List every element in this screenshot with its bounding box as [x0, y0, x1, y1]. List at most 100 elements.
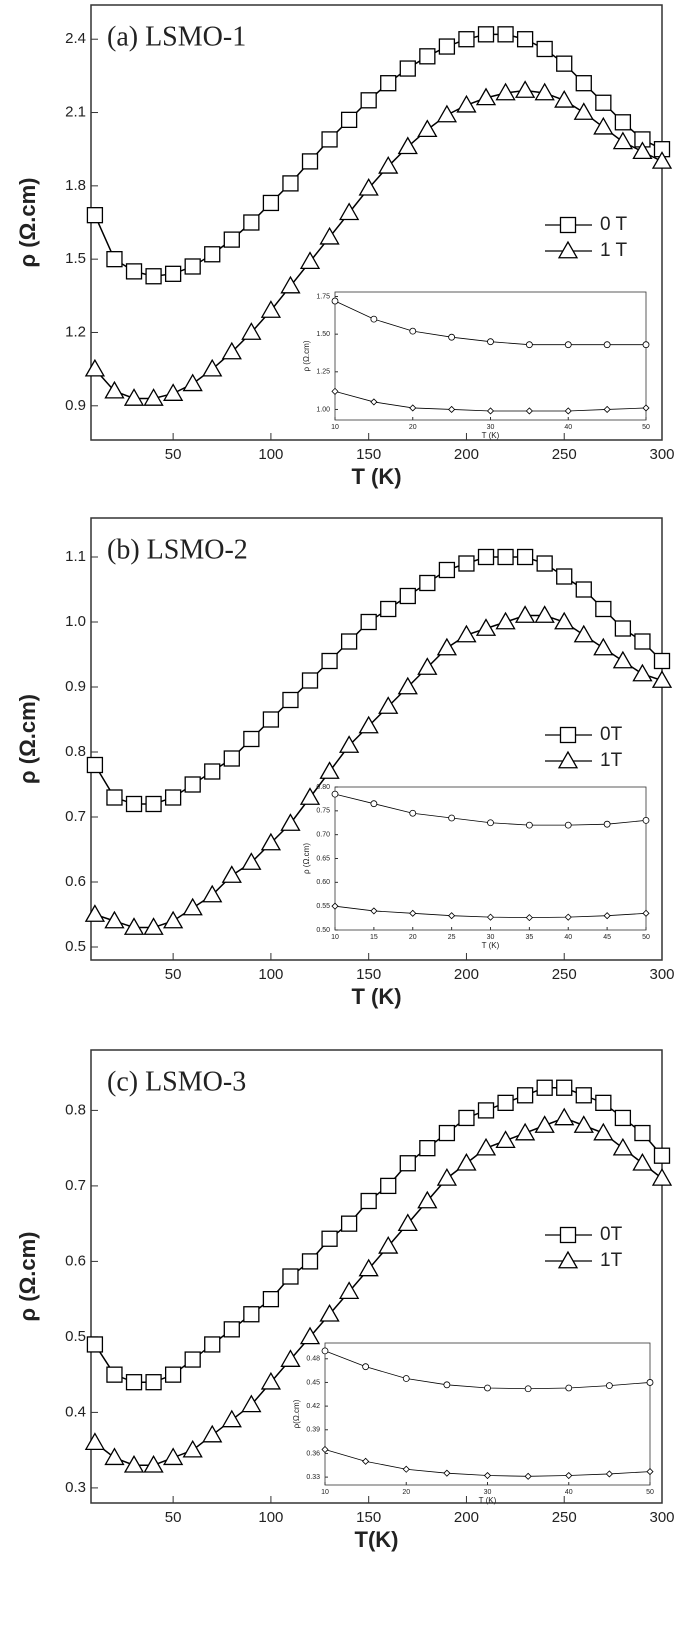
plot-frame: [90, 1049, 663, 1504]
triangle-marker: [221, 1409, 242, 1428]
square-marker: [634, 1124, 651, 1142]
circle-marker: [321, 1347, 329, 1355]
inset-frame: [324, 1342, 651, 1486]
triangle-marker: [534, 82, 555, 101]
square-marker: [419, 574, 436, 592]
square-marker: [282, 691, 299, 709]
x-tick-label: 50: [165, 1509, 182, 1526]
triangle-marker: [612, 131, 634, 150]
y-tick-label: 0.42: [306, 1403, 320, 1410]
triangle-marker: [573, 1115, 594, 1133]
y-tick-label: 0.3: [65, 1479, 86, 1496]
square-marker: [556, 1079, 573, 1096]
y-tick-label: 0.8: [65, 743, 86, 760]
square-marker: [106, 1366, 123, 1383]
square-marker: [145, 268, 162, 285]
circle-marker: [605, 1382, 613, 1389]
triangle-marker: [495, 82, 516, 101]
triangle-marker: [514, 605, 536, 623]
square-marker: [556, 55, 573, 72]
x-tick-label: 30: [484, 1489, 492, 1496]
square-marker: [575, 1087, 592, 1104]
square-marker: [164, 789, 182, 806]
x-tick-label: 40: [565, 1489, 573, 1496]
circle-marker: [448, 333, 456, 341]
square-marker: [125, 263, 143, 280]
diamond-marker: [321, 1445, 329, 1454]
circle-marker: [362, 1363, 370, 1371]
triangle-marker: [280, 275, 301, 294]
diamond-marker: [605, 1470, 613, 1478]
triangle-marker: [319, 226, 340, 245]
legend-label: 0 T: [600, 214, 628, 235]
legend-label: 1T: [600, 750, 623, 771]
x-tick-label: 150: [356, 1509, 381, 1526]
triangle-marker: [260, 300, 282, 318]
square-marker: [575, 581, 592, 598]
legend-label: 1 T: [600, 240, 628, 261]
triangle-marker: [593, 1122, 614, 1141]
diamond-marker: [486, 407, 495, 415]
x-axis-label: T (K): [351, 984, 401, 1009]
triangle-marker: [417, 119, 438, 138]
square-marker: [595, 1094, 612, 1111]
triangle-marker: [397, 676, 418, 695]
triangle-marker: [260, 1371, 282, 1390]
triangle-marker: [554, 89, 575, 108]
triangle-marker: [339, 1281, 360, 1299]
diamond-marker: [642, 404, 650, 412]
triangle-marker: [475, 1137, 497, 1156]
triangle-marker: [104, 1447, 125, 1466]
x-tick-label: 15: [370, 934, 378, 941]
triangle-marker: [436, 104, 458, 123]
fit-line: [94, 33, 663, 278]
triangle-marker: [573, 102, 594, 120]
square-marker: [223, 231, 240, 248]
x-axis-label: T (K): [482, 941, 500, 950]
y-tick-label: 0.7: [65, 808, 86, 825]
y-tick-label: 0.9: [65, 678, 86, 695]
y-tick-label: 0.60: [316, 879, 330, 886]
x-tick-label: 100: [258, 1509, 283, 1526]
square-marker: [301, 1253, 319, 1270]
square-marker: [262, 194, 280, 212]
triangle-marker: [378, 1235, 399, 1254]
triangle-marker: [554, 611, 575, 630]
square-marker: [86, 207, 104, 224]
triangle-marker: [104, 380, 125, 399]
triangle-marker: [534, 1115, 555, 1133]
square-marker: [243, 214, 260, 231]
y-axis-label: ρ (Ω.cm): [302, 340, 311, 371]
x-tick-label: 10: [321, 1489, 329, 1496]
square-marker: [516, 31, 534, 48]
square-marker: [477, 548, 495, 566]
square-marker: [419, 1140, 436, 1157]
triangle-marker: [339, 202, 360, 221]
square-marker: [497, 1094, 514, 1111]
square-marker: [321, 652, 338, 670]
diamond-marker: [370, 398, 378, 406]
y-axis-label: ρ (Ω.cm): [15, 178, 40, 268]
square-marker: [399, 60, 416, 77]
square-marker: [262, 1291, 280, 1308]
triangle-marker: [397, 136, 418, 155]
x-tick-label: 30: [487, 934, 495, 941]
x-tick-label: 150: [356, 966, 381, 983]
diamond-marker: [564, 407, 572, 415]
triangle-marker: [495, 611, 516, 630]
y-tick-label: 0.70: [316, 832, 330, 839]
triangle-marker: [554, 1107, 575, 1126]
legend-label: 1T: [600, 1250, 623, 1271]
y-tick-label: 0.6: [65, 1252, 86, 1269]
y-tick-label: 0.4: [65, 1403, 86, 1420]
triangle-marker: [143, 1454, 164, 1473]
square-marker: [184, 1351, 201, 1368]
square-marker: [536, 555, 553, 572]
circle-marker: [487, 819, 494, 827]
square-marker: [653, 652, 671, 670]
x-tick-label: 200: [454, 966, 479, 983]
square-marker: [458, 1109, 475, 1127]
circle-marker: [402, 1375, 410, 1382]
triangle-marker: [456, 94, 477, 113]
